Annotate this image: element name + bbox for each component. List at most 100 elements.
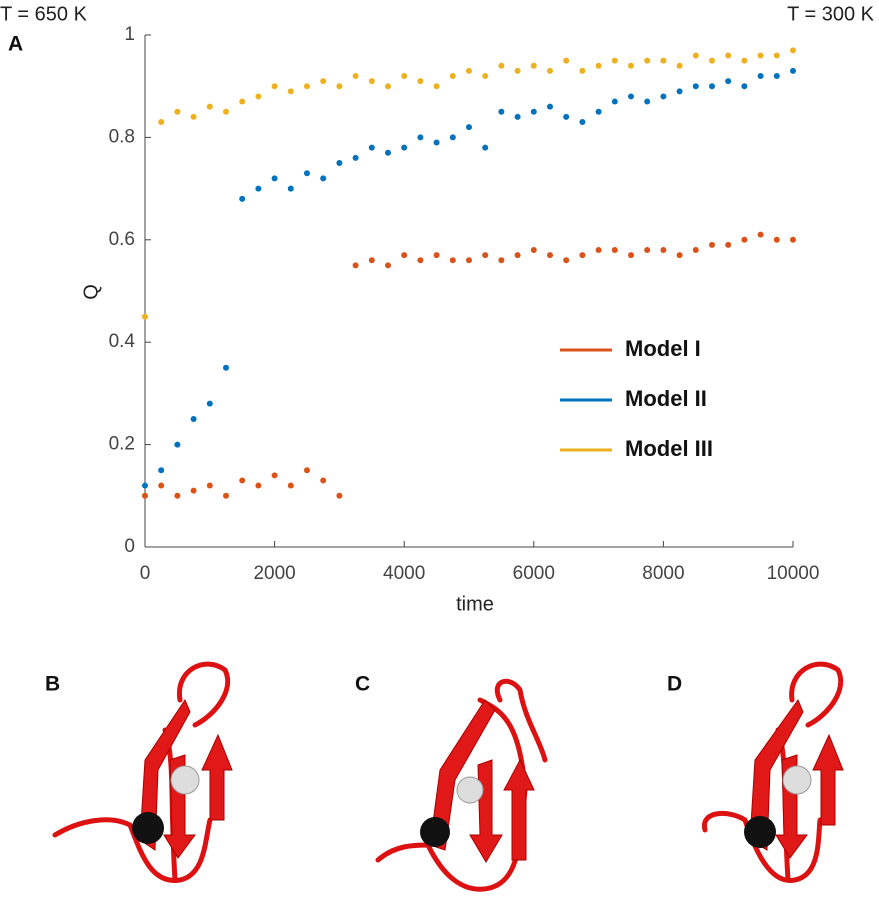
data-point: [401, 144, 408, 151]
data-point: [255, 482, 262, 489]
data-point: [287, 88, 294, 95]
data-point: [660, 93, 667, 100]
data-point: [595, 62, 602, 69]
x-tick-label: 0: [140, 563, 151, 584]
data-point: [142, 482, 148, 489]
data-point: [644, 247, 651, 254]
data-point: [628, 62, 634, 69]
data-point: [676, 252, 683, 259]
data-point: [449, 134, 456, 141]
data-point: [271, 83, 278, 90]
data-point: [158, 482, 165, 489]
data-point: [174, 492, 181, 499]
x-tick-label: 6000: [513, 563, 555, 584]
panel-label: D: [667, 673, 682, 696]
data-point: [433, 83, 440, 90]
data-point: [433, 252, 440, 259]
data-point: [142, 313, 148, 320]
data-point: [498, 108, 505, 115]
data-point: [174, 108, 181, 115]
data-point: [547, 103, 553, 110]
annotation: T = 650 K: [0, 3, 88, 25]
panel-label: C: [355, 673, 370, 696]
data-point: [239, 195, 246, 202]
data-point: [790, 236, 796, 243]
data-point: [417, 78, 424, 85]
data-point: [466, 124, 472, 131]
x-tick-label: 10000: [767, 563, 820, 584]
data-point: [709, 241, 715, 248]
data-point: [190, 487, 197, 494]
data-point: [336, 492, 343, 499]
data-point: [611, 57, 618, 64]
data-point: [385, 83, 391, 90]
data-point: [498, 62, 505, 69]
data-point: [709, 83, 715, 90]
data-point: [773, 236, 780, 243]
data-point: [287, 482, 294, 489]
data-point: [190, 113, 197, 120]
y-tick-label: 1: [124, 24, 135, 45]
data-point: [271, 175, 278, 182]
data-point: [287, 185, 294, 192]
data-point: [547, 67, 553, 74]
data-point: [336, 160, 343, 166]
data-point: [628, 93, 634, 100]
data-point: [304, 467, 310, 474]
data-point: [352, 72, 359, 79]
legend-label: Model I: [625, 336, 701, 361]
data-point: [530, 62, 537, 69]
data-point: [320, 477, 327, 484]
data-point: [579, 67, 586, 74]
data-point: [368, 144, 375, 151]
data-point: [644, 98, 651, 105]
data-point: [692, 83, 699, 90]
data-point: [255, 185, 262, 192]
data-point: [660, 247, 667, 254]
data-point: [611, 247, 618, 254]
data-point: [401, 252, 408, 259]
data-point: [709, 57, 715, 64]
data-point: [676, 88, 683, 95]
data-point: [223, 492, 229, 499]
data-point: [417, 134, 424, 141]
data-point: [725, 78, 732, 85]
data-point: [595, 247, 602, 254]
legend-label: Model III: [625, 436, 713, 461]
data-point: [514, 67, 521, 74]
data-point: [206, 400, 213, 407]
data-point: [628, 252, 634, 259]
data-point: [142, 492, 148, 499]
data-point: [304, 83, 310, 90]
y-tick-label: 0.8: [109, 126, 135, 147]
data-point: [466, 257, 472, 264]
y-tick-label: 0: [124, 536, 135, 557]
data-point: [158, 467, 165, 474]
data-point: [433, 139, 440, 146]
data-point: [530, 108, 537, 115]
protein-structure: [52, 661, 233, 883]
x-tick-label: 2000: [253, 563, 295, 584]
data-point: [482, 252, 489, 259]
data-point: [239, 477, 246, 484]
data-point: [482, 144, 489, 151]
data-point: [741, 83, 748, 90]
x-tick-label: 4000: [383, 563, 425, 584]
data-point: [271, 472, 278, 479]
data-point: [790, 47, 796, 54]
data-point: [611, 98, 618, 105]
data-point: [449, 257, 456, 264]
data-point: [482, 72, 489, 79]
data-point: [725, 52, 732, 59]
data-point: [725, 241, 732, 248]
data-point: [741, 57, 748, 64]
data-point: [773, 72, 780, 79]
data-point: [255, 93, 262, 100]
data-point: [547, 252, 553, 259]
data-point: [563, 257, 570, 264]
data-point: [206, 482, 213, 489]
data-point: [757, 52, 764, 59]
data-point: [676, 62, 683, 69]
data-point: [304, 170, 310, 177]
